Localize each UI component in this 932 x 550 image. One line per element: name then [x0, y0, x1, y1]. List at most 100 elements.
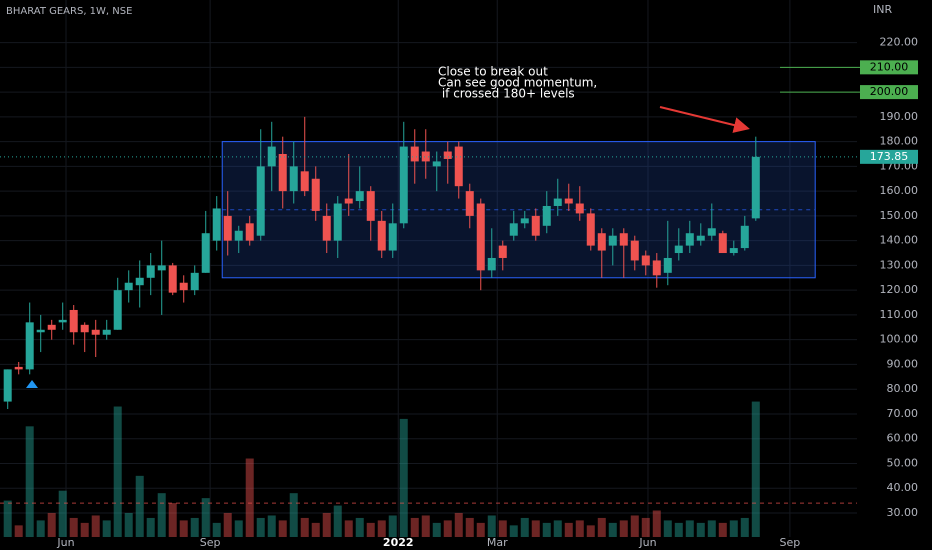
volume-bar	[432, 522, 441, 537]
candle-body	[190, 272, 199, 291]
volume-bar	[630, 515, 639, 537]
candle-body	[410, 146, 419, 162]
volume-bar	[58, 490, 67, 537]
candle-body	[322, 215, 331, 241]
candle-body	[487, 257, 496, 271]
candle-body	[751, 156, 760, 219]
grid	[0, 0, 857, 537]
volume-bar	[267, 515, 276, 537]
annotation: Close to break out	[438, 65, 548, 79]
y-tick-label: 220.00	[880, 36, 919, 49]
volume-bar	[300, 517, 309, 537]
candle-body	[619, 233, 628, 246]
volume-bar	[245, 458, 254, 537]
candle-body	[718, 233, 727, 254]
price-axis: 30.00 40.00 50.00 60.00 70.00 80.00 90.00 100.0…	[0, 36, 918, 549]
volume-bar	[322, 512, 331, 537]
candle-body	[311, 178, 320, 211]
y-tick-label: 140.00	[880, 234, 919, 247]
signal-marker	[26, 380, 38, 388]
currency: INR	[873, 3, 892, 16]
candle-body	[531, 215, 540, 236]
candle-body	[146, 265, 155, 278]
candle-body	[333, 203, 342, 241]
candle-body	[542, 205, 551, 226]
volume-bar	[124, 512, 133, 537]
volume-bar	[388, 515, 397, 537]
candle-body	[80, 324, 89, 333]
volume-bar	[476, 522, 485, 537]
volume-bar	[410, 517, 419, 537]
y-tick-label: 30.00	[887, 506, 919, 519]
volume-bar	[80, 522, 89, 537]
volume-bar	[531, 520, 540, 537]
last-price-bg	[860, 149, 918, 164]
volume-bar	[135, 475, 144, 537]
x-tick-label: Jun	[638, 536, 656, 549]
candle-body	[553, 198, 562, 206]
volume-bar	[344, 520, 353, 537]
volume-bar	[201, 498, 210, 537]
volume-bar	[575, 520, 584, 537]
candle-body	[399, 146, 408, 224]
volume-bar	[663, 520, 672, 537]
chart-title: BHARAT GEARS, 1W, NSE	[6, 6, 132, 17]
candle-body	[278, 153, 287, 192]
candle-body	[608, 235, 617, 246]
candle-body	[168, 265, 177, 293]
volume-bar	[652, 510, 661, 537]
candle-body	[355, 191, 364, 202]
candle-body	[586, 213, 595, 246]
volume-bar	[355, 517, 364, 537]
candle-body	[465, 191, 474, 216]
volume-bar	[190, 517, 199, 537]
volume-bar	[3, 500, 12, 537]
target-label-bg	[860, 85, 918, 100]
volume-bar	[377, 520, 386, 537]
volume-bar	[146, 517, 155, 537]
candle-body	[58, 319, 67, 323]
candle-body	[509, 223, 518, 236]
candle-body	[212, 208, 221, 241]
candle-body	[102, 329, 111, 335]
volume-bar	[278, 520, 287, 537]
volume-bar	[25, 426, 34, 537]
range-box	[221, 141, 816, 279]
target-label: 200.00	[870, 85, 909, 98]
volume-bar	[498, 520, 507, 537]
volume-bar	[619, 520, 628, 537]
volume-bar	[454, 512, 463, 537]
candle-body	[663, 257, 672, 273]
candle-body	[729, 248, 738, 254]
volume-bar	[740, 517, 749, 537]
candle-body	[652, 260, 661, 276]
candle-body	[388, 223, 397, 251]
x-tick-label: Sep	[200, 536, 221, 549]
annotation: if crossed 180+ levels	[438, 87, 575, 101]
volume-bar	[157, 493, 166, 537]
candle-body	[344, 198, 353, 204]
volume-bar	[729, 520, 738, 537]
volume-bar	[14, 525, 23, 537]
candle-body	[256, 166, 265, 236]
volume-bar	[520, 517, 529, 537]
candle-body	[498, 245, 507, 258]
candle-body	[267, 146, 276, 167]
candle-body	[707, 228, 716, 236]
annotation: Can see good momentum,	[438, 76, 597, 90]
y-tick-label: 80.00	[887, 382, 919, 395]
volume-bar	[179, 520, 188, 537]
volume-bar	[212, 522, 221, 537]
last-price-label: 173.85	[870, 150, 909, 163]
candle-body	[36, 329, 45, 333]
y-tick-label: 160.00	[880, 184, 919, 197]
candle-body	[740, 225, 749, 249]
candle-body	[564, 198, 573, 204]
target-label-bg	[860, 60, 918, 75]
y-tick-label: 130.00	[880, 258, 919, 271]
candle-body	[443, 151, 452, 159]
volume-bar	[597, 517, 606, 537]
x-tick-label: Sep	[780, 536, 801, 549]
candle-body	[113, 290, 122, 330]
